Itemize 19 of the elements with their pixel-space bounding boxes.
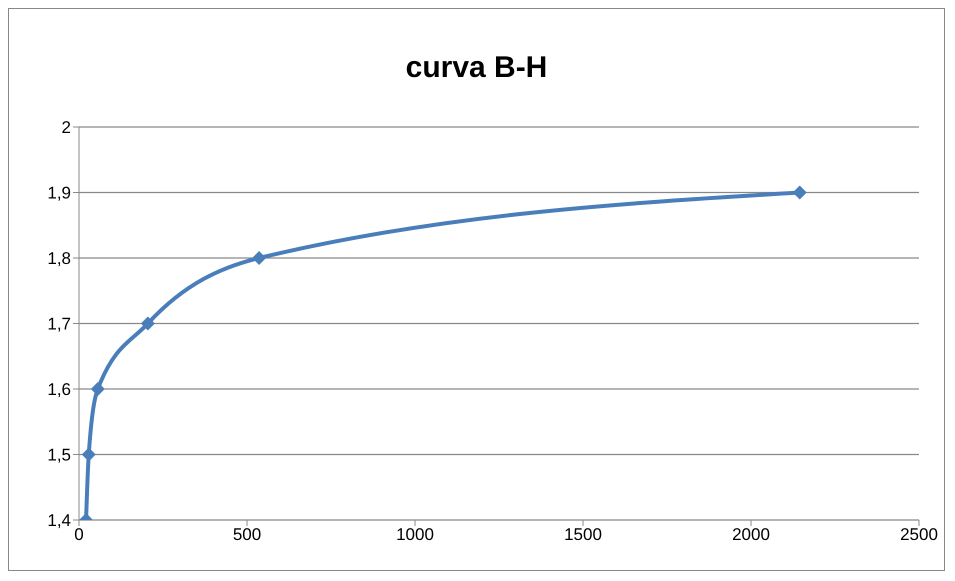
point bbox=[90, 382, 105, 396]
point bbox=[792, 186, 807, 200]
x-tick-label: 1500 bbox=[564, 525, 602, 544]
point bbox=[140, 316, 155, 330]
x-tick-label: 2000 bbox=[732, 525, 770, 544]
y-tick-label: 1,4 bbox=[47, 511, 71, 530]
y-tick-label: 1,7 bbox=[47, 314, 71, 334]
x-tick-label: 2500 bbox=[900, 525, 938, 544]
x-tick-label: 500 bbox=[232, 525, 262, 544]
y-tick-label: 1,8 bbox=[47, 249, 71, 268]
y-tick-label: 1,5 bbox=[47, 446, 71, 465]
x-tick-label: 0 bbox=[74, 525, 84, 544]
point bbox=[82, 448, 96, 462]
y-tick-label: 1,9 bbox=[47, 184, 71, 203]
x-tick-label: 1000 bbox=[396, 525, 434, 544]
chart-title: curva B-H bbox=[404, 51, 548, 85]
y-tick-label: 1,6 bbox=[47, 380, 71, 400]
point bbox=[252, 251, 266, 265]
y-tick-label: 2 bbox=[62, 118, 71, 138]
